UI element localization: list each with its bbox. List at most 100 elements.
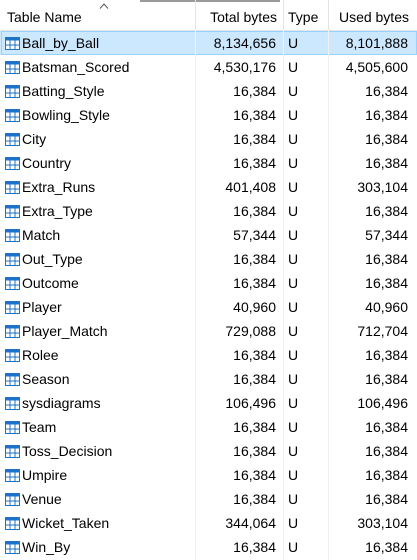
table-row[interactable]: Wicket_Taken 344,064 U 303,104: [0, 511, 417, 535]
table-name-cell[interactable]: Rolee: [5, 343, 195, 367]
table-row[interactable]: Country 16,384 U 16,384: [0, 151, 417, 175]
table-name-cell[interactable]: Ball_by_Ball: [5, 31, 195, 55]
type-cell: U: [288, 395, 299, 411]
total-bytes-cell: 16,384: [233, 347, 276, 363]
table-row[interactable]: Toss_Decision 16,384 U 16,384: [0, 439, 417, 463]
table-row[interactable]: City 16,384 U 16,384: [0, 127, 417, 151]
table-row[interactable]: Batting_Style 16,384 U 16,384: [0, 79, 417, 103]
type-cell: U: [288, 59, 299, 75]
type-cell: U: [288, 107, 299, 123]
table-icon: [5, 300, 20, 314]
table-name-cell[interactable]: Match: [5, 223, 195, 247]
table-icon: [5, 36, 20, 50]
table-name-cell[interactable]: Outcome: [5, 271, 195, 295]
used-bytes-cell: 16,384: [365, 539, 408, 555]
type-cell: U: [288, 227, 299, 243]
table-icon: [5, 204, 20, 218]
table-name-cell[interactable]: Batsman_Scored: [5, 55, 195, 79]
column-divider[interactable]: [283, 0, 284, 30]
table-name-cell[interactable]: Out_Type: [5, 247, 195, 271]
used-bytes-cell: 16,384: [365, 107, 408, 123]
total-bytes-cell: 4,530,176: [213, 59, 276, 75]
table-row[interactable]: Extra_Runs 401,408 U 303,104: [0, 175, 417, 199]
total-bytes-cell: 106,496: [225, 395, 276, 411]
column-header-total-bytes[interactable]: Total bytes: [196, 0, 280, 30]
table-name-cell[interactable]: Win_By: [5, 535, 195, 559]
table-name-cell[interactable]: Player: [5, 295, 195, 319]
table-name-cell[interactable]: Venue: [5, 487, 195, 511]
column-divider[interactable]: [328, 0, 329, 30]
used-bytes-cell: 16,384: [365, 155, 408, 171]
total-bytes-cell: 16,384: [233, 539, 276, 555]
table-name-cell[interactable]: Extra_Runs: [5, 175, 195, 199]
column-header-table-name[interactable]: Table Name: [7, 0, 192, 30]
type-cell: U: [288, 35, 299, 51]
table-name-cell[interactable]: Toss_Decision: [5, 439, 195, 463]
table-rows: Ball_by_Ball 8,134,656 U 8,101,888 Batsman_S…: [0, 31, 417, 559]
total-bytes-cell: 344,064: [225, 515, 276, 531]
total-bytes-cell: 40,960: [233, 299, 276, 315]
total-bytes-cell: 16,384: [233, 467, 276, 483]
total-bytes-cell: 16,384: [233, 155, 276, 171]
table-name-cell[interactable]: Bowling_Style: [5, 103, 195, 127]
used-bytes-cell: 40,960: [365, 299, 408, 315]
table-name-text: Wicket_Taken: [22, 515, 110, 531]
table-row[interactable]: Season 16,384 U 16,384: [0, 367, 417, 391]
table-row[interactable]: Win_By 16,384 U 16,384: [0, 535, 417, 559]
table-name-cell[interactable]: Team: [5, 415, 195, 439]
table-row[interactable]: Bowling_Style 16,384 U 16,384: [0, 103, 417, 127]
total-bytes-cell: 401,408: [225, 179, 276, 195]
type-cell: U: [288, 131, 299, 147]
type-cell: U: [288, 419, 299, 435]
table-icon: [5, 228, 20, 242]
type-cell: U: [288, 515, 299, 531]
table-name-text: Win_By: [22, 539, 71, 555]
total-bytes-cell: 57,344: [233, 227, 276, 243]
table-name-cell[interactable]: Extra_Type: [5, 199, 195, 223]
used-bytes-cell: 16,384: [365, 203, 408, 219]
header-top-shadow: [140, 0, 280, 2]
table-name-cell[interactable]: Country: [5, 151, 195, 175]
total-bytes-cell: 16,384: [233, 107, 276, 123]
column-gridline: [195, 30, 196, 560]
table-name-cell[interactable]: Season: [5, 367, 195, 391]
table-icon: [5, 420, 20, 434]
table-icon: [5, 180, 20, 194]
column-divider[interactable]: [195, 0, 196, 30]
total-bytes-cell: 16,384: [233, 419, 276, 435]
used-bytes-cell: 16,384: [365, 443, 408, 459]
table-name-cell[interactable]: sysdiagrams: [5, 391, 195, 415]
type-cell: U: [288, 299, 299, 315]
table-name-cell[interactable]: City: [5, 127, 195, 151]
table-name-cell[interactable]: Player_Match: [5, 319, 195, 343]
table-row[interactable]: Match 57,344 U 57,344: [0, 223, 417, 247]
column-header-type[interactable]: Type: [288, 0, 328, 30]
table-name-cell[interactable]: Wicket_Taken: [5, 511, 195, 535]
sort-ascending-icon: [99, 3, 109, 9]
table-row[interactable]: Extra_Type 16,384 U 16,384: [0, 199, 417, 223]
table-icon: [5, 492, 20, 506]
table-row[interactable]: Batsman_Scored 4,530,176 U 4,505,600: [0, 55, 417, 79]
column-header-used-bytes-label: Used bytes: [338, 9, 409, 25]
table-row[interactable]: Team 16,384 U 16,384: [0, 415, 417, 439]
table-row[interactable]: Ball_by_Ball 8,134,656 U 8,101,888: [0, 31, 417, 55]
table-name-cell[interactable]: Umpire: [5, 463, 195, 487]
used-bytes-cell: 16,384: [365, 347, 408, 363]
type-cell: U: [288, 275, 299, 291]
table-row[interactable]: Player 40,960 U 40,960: [0, 295, 417, 319]
table-name-text: City: [22, 131, 47, 147]
column-header-used-bytes[interactable]: Used bytes: [329, 0, 409, 30]
table-row[interactable]: sysdiagrams 106,496 U 106,496: [0, 391, 417, 415]
table-row[interactable]: Umpire 16,384 U 16,384: [0, 463, 417, 487]
type-cell: U: [288, 443, 299, 459]
type-cell: U: [288, 251, 299, 267]
used-bytes-cell: 4,505,600: [345, 59, 408, 75]
table-row[interactable]: Rolee 16,384 U 16,384: [0, 343, 417, 367]
table-row[interactable]: Venue 16,384 U 16,384: [0, 487, 417, 511]
table-name-cell[interactable]: Batting_Style: [5, 79, 195, 103]
total-bytes-cell: 16,384: [233, 131, 276, 147]
table-row[interactable]: Player_Match 729,088 U 712,704: [0, 319, 417, 343]
table-name-text: Player_Match: [22, 323, 108, 339]
table-row[interactable]: Outcome 16,384 U 16,384: [0, 271, 417, 295]
table-row[interactable]: Out_Type 16,384 U 16,384: [0, 247, 417, 271]
